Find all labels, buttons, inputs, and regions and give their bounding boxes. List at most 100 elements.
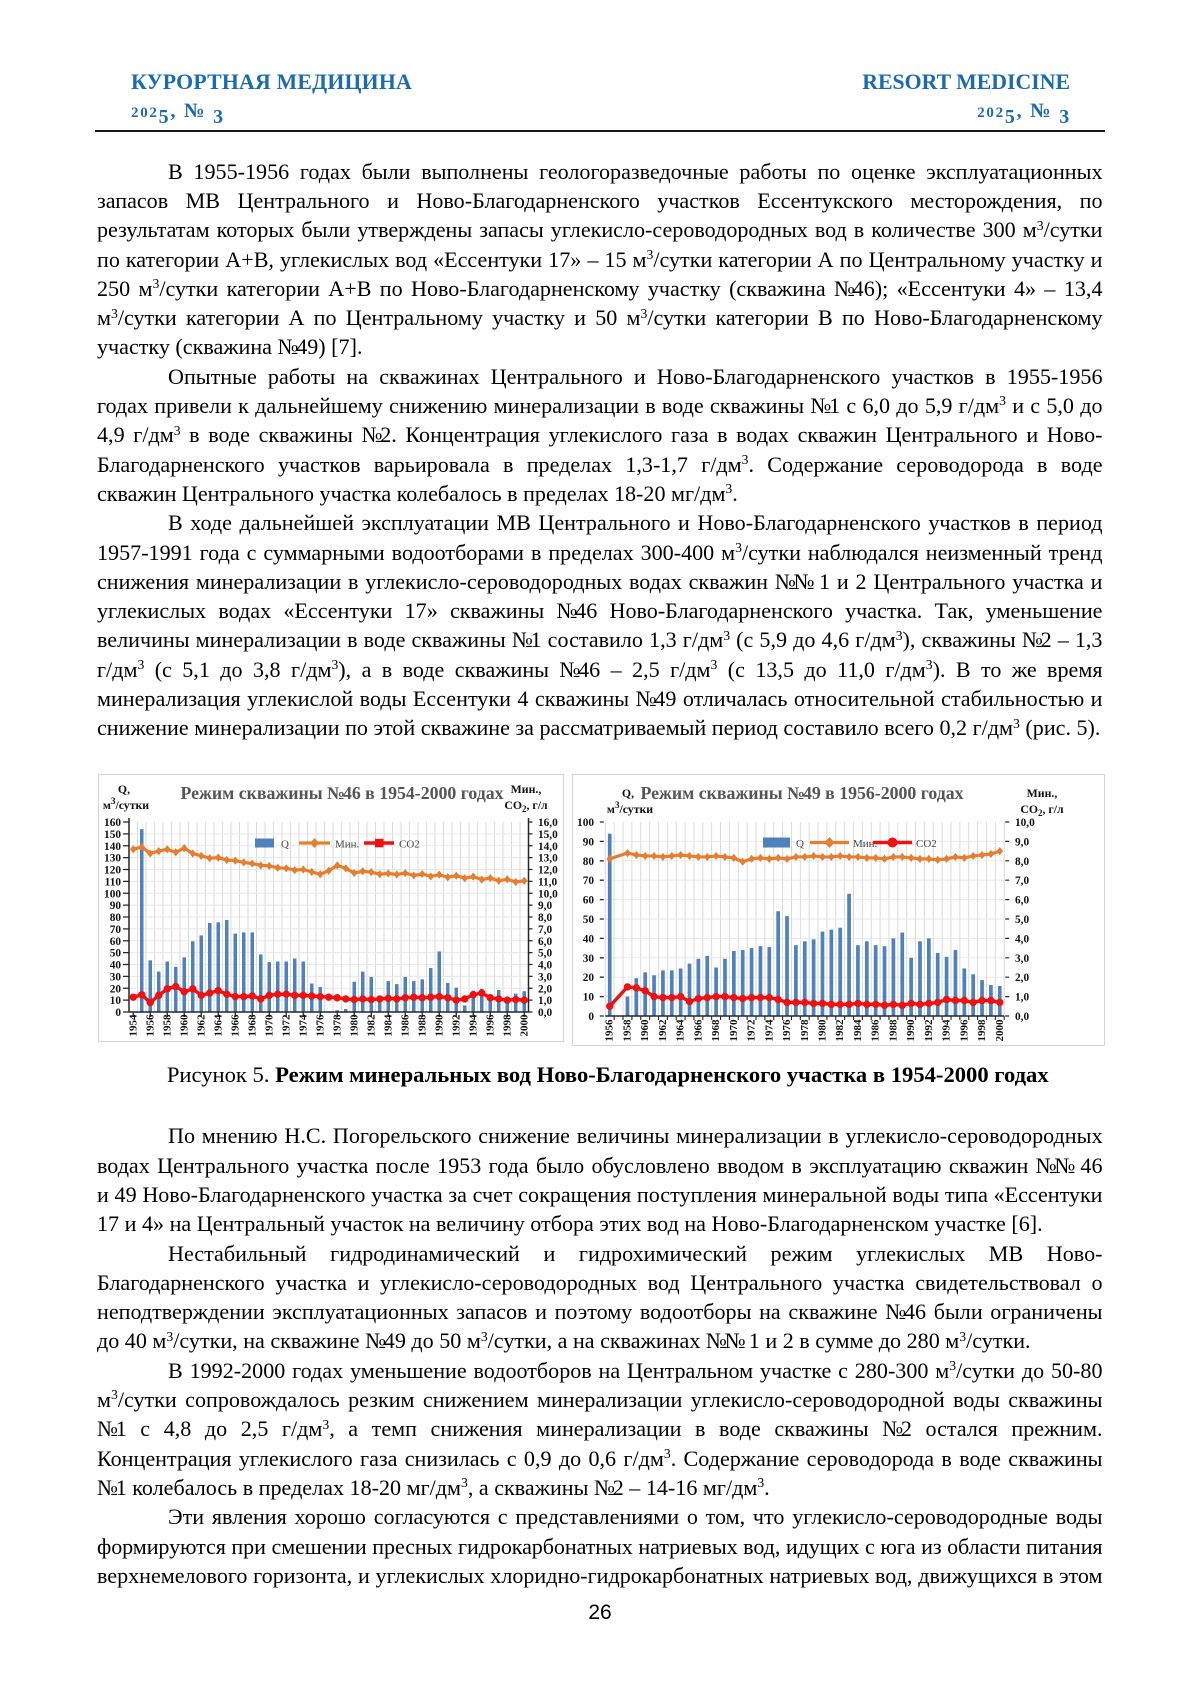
svg-text:50: 50 [110, 948, 122, 960]
svg-text:20: 20 [583, 972, 595, 984]
svg-text:Q,: Q, [622, 786, 634, 800]
svg-text:10,0: 10,0 [1015, 817, 1035, 829]
svg-text:30: 30 [110, 971, 122, 983]
svg-text:1994: 1994 [467, 1014, 479, 1037]
svg-text:Q,: Q, [118, 782, 130, 796]
svg-text:10,0: 10,0 [538, 888, 558, 900]
svg-text:1984: 1984 [382, 1014, 394, 1037]
svg-text:Мин.,: Мин., [1027, 786, 1058, 800]
svg-text:7,0: 7,0 [1015, 875, 1029, 887]
svg-text:1958: 1958 [621, 1019, 633, 1042]
svg-text:1984: 1984 [852, 1019, 864, 1042]
svg-text:1988: 1988 [887, 1019, 899, 1042]
svg-text:2,0: 2,0 [1015, 972, 1029, 984]
svg-text:1992: 1992 [450, 1014, 462, 1037]
svg-text:120: 120 [104, 865, 121, 877]
svg-text:1986: 1986 [870, 1019, 882, 1042]
svg-text:6,0: 6,0 [1015, 895, 1029, 907]
svg-text:100: 100 [104, 888, 121, 900]
svg-text:1982: 1982 [834, 1019, 846, 1042]
svg-text:40: 40 [110, 960, 122, 972]
svg-text:1980: 1980 [816, 1019, 828, 1042]
svg-text:9,0: 9,0 [538, 900, 552, 912]
svg-text:5,0: 5,0 [1015, 914, 1029, 926]
svg-text:1966: 1966 [692, 1019, 704, 1042]
svg-text:2,0: 2,0 [538, 983, 552, 995]
svg-text:1972: 1972 [746, 1019, 758, 1042]
svg-text:1986: 1986 [399, 1014, 411, 1037]
svg-text:90: 90 [583, 836, 595, 848]
svg-text:1982: 1982 [365, 1014, 377, 1037]
svg-text:СО2, г/л: СО2, г/л [504, 798, 548, 814]
svg-text:1966: 1966 [229, 1014, 241, 1037]
svg-text:0,0: 0,0 [538, 1007, 552, 1019]
svg-text:1978: 1978 [799, 1019, 811, 1042]
svg-text:1964: 1964 [212, 1014, 224, 1037]
svg-text:1968: 1968 [246, 1014, 258, 1037]
svg-text:8,0: 8,0 [538, 912, 552, 924]
svg-text:80: 80 [110, 912, 122, 924]
svg-text:1956: 1956 [144, 1014, 156, 1037]
svg-text:1992: 1992 [923, 1019, 935, 1042]
svg-text:7,0: 7,0 [538, 924, 552, 936]
svg-text:1978: 1978 [331, 1014, 343, 1037]
svg-text:5,0: 5,0 [538, 948, 552, 960]
svg-text:1990: 1990 [905, 1019, 917, 1042]
svg-text:4,0: 4,0 [1015, 933, 1029, 945]
svg-text:100: 100 [577, 817, 594, 829]
svg-text:14,0: 14,0 [538, 841, 558, 853]
svg-text:1,0: 1,0 [538, 995, 552, 1007]
svg-text:1996: 1996 [958, 1019, 970, 1042]
svg-text:1976: 1976 [314, 1014, 326, 1037]
svg-text:Q: Q [281, 839, 289, 851]
svg-text:70: 70 [110, 924, 122, 936]
svg-text:1964: 1964 [675, 1019, 687, 1042]
svg-text:10: 10 [583, 992, 595, 1004]
svg-text:1970: 1970 [728, 1019, 740, 1042]
svg-text:1962: 1962 [657, 1019, 669, 1042]
svg-text:1958: 1958 [161, 1014, 173, 1037]
svg-text:0: 0 [588, 1011, 594, 1023]
svg-text:1976: 1976 [781, 1019, 793, 1042]
svg-text:60: 60 [583, 895, 595, 907]
svg-text:3,0: 3,0 [1015, 953, 1029, 965]
svg-text:1974: 1974 [763, 1019, 775, 1042]
svg-text:Мин.: Мин. [335, 839, 360, 851]
svg-text:CO2: CO2 [916, 838, 937, 850]
svg-text:70: 70 [583, 875, 595, 887]
svg-text:м3/сутки: м3/сутки [607, 800, 653, 816]
svg-text:м3/сутки: м3/сутки [103, 796, 149, 812]
svg-text:60: 60 [110, 936, 122, 948]
svg-text:40: 40 [583, 933, 595, 945]
svg-text:1980: 1980 [348, 1014, 360, 1037]
svg-text:СО2, г/л: СО2, г/л [1020, 802, 1064, 818]
svg-text:0,0: 0,0 [1015, 1011, 1029, 1023]
svg-text:1988: 1988 [416, 1014, 428, 1037]
svg-text:9,0: 9,0 [1015, 836, 1029, 848]
svg-text:2000: 2000 [518, 1014, 530, 1037]
svg-text:1998: 1998 [976, 1019, 988, 1042]
svg-text:1994: 1994 [941, 1019, 953, 1042]
svg-text:13,0: 13,0 [538, 853, 558, 865]
svg-text:3,0: 3,0 [538, 971, 552, 983]
svg-text:30: 30 [583, 953, 595, 965]
svg-text:1998: 1998 [501, 1014, 513, 1037]
svg-text:СО2: СО2 [399, 839, 420, 851]
svg-text:140: 140 [104, 841, 121, 853]
svg-text:1954: 1954 [127, 1014, 139, 1037]
svg-text:Мин.,: Мин., [511, 782, 542, 796]
svg-text:16,0: 16,0 [538, 817, 558, 829]
svg-text:11,0: 11,0 [538, 876, 557, 888]
svg-text:1970: 1970 [263, 1014, 275, 1037]
svg-text:90: 90 [110, 900, 122, 912]
svg-text:12,0: 12,0 [538, 865, 558, 877]
svg-text:1960: 1960 [639, 1019, 651, 1042]
svg-text:0: 0 [115, 1007, 121, 1019]
svg-text:Мин.: Мин. [853, 838, 878, 850]
svg-text:1972: 1972 [280, 1014, 292, 1037]
svg-text:20: 20 [110, 983, 122, 995]
svg-text:Q: Q [796, 838, 804, 850]
svg-text:15,0: 15,0 [538, 829, 558, 841]
svg-text:Режим скважины №46 в 1954-2000: Режим скважины №46 в 1954-2000 годах [181, 783, 504, 803]
svg-text:1990: 1990 [433, 1014, 445, 1037]
